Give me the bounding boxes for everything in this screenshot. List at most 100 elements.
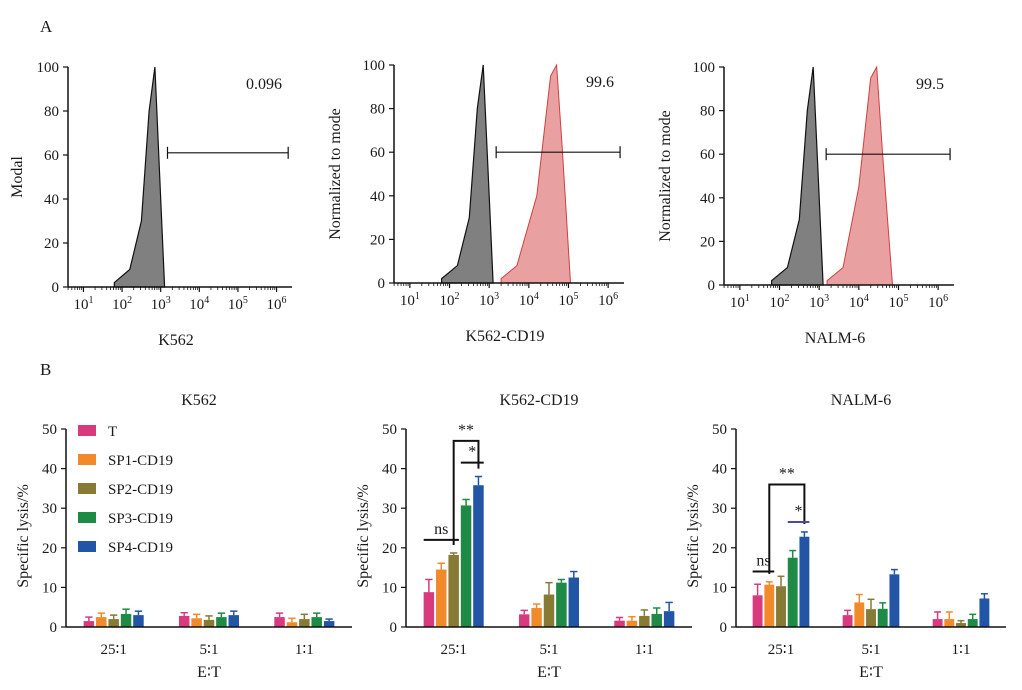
x-tick-label: 5∶1 (540, 642, 559, 658)
significance-bracket (452, 439, 480, 546)
legend-label: SP3-CD19 (108, 511, 173, 527)
y-tick-label: 40 (370, 189, 385, 205)
y-tick-label: 100 (37, 60, 60, 76)
bar-chart-nalm6: 0 10 20 30 40 50 25∶1 5∶1 1∶1 E∶T NALM-6 Specific l… (685, 392, 1006, 681)
legend-label: SP1-CD19 (108, 453, 173, 469)
x-tick-label: 25∶1 (768, 642, 794, 658)
bar-sp1-cd19 (764, 584, 775, 627)
y-tick-label: 0 (708, 278, 716, 294)
histogram-k562: 0 20 40 60 80 100 101 102 103 104 105 106 0.096 K562 M… (9, 60, 292, 349)
bar-sp4-cd19 (473, 485, 484, 627)
bar-sp1-cd19 (944, 619, 955, 627)
y-tick-label: 10 (382, 580, 397, 596)
x-axis-title: E∶T (197, 664, 221, 681)
bar-sp1-cd19 (191, 618, 202, 627)
x-tick-label: 102 (440, 291, 460, 309)
gate-percentage: 0.096 (246, 76, 282, 93)
bar-chart-k562-cd19: 0 10 20 30 40 50 25∶1 5∶1 1∶1 E∶T K562-CD19 Specifi… (355, 392, 692, 681)
x-tick-label: 103 (809, 293, 829, 311)
histogram-series-1 (826, 65, 894, 286)
bar-sp3-cd19 (311, 617, 322, 627)
x-tick-label: 106 (598, 291, 618, 309)
y-tick-label: 30 (382, 501, 397, 517)
x-tick-label: 101 (730, 293, 750, 311)
panel-a-label: A (40, 17, 53, 36)
x-tick-label: 106 (928, 293, 948, 311)
x-tick-label: 5∶1 (200, 642, 219, 658)
x-tick-label: 105 (888, 293, 908, 311)
y-tick-label: 0 (378, 276, 386, 292)
histogram-series-0 (113, 66, 166, 288)
y-tick-label: 30 (42, 501, 57, 517)
bar-sp3-cd19 (967, 619, 978, 627)
y-tick-label: 0 (52, 280, 60, 296)
bar-sp2-cd19 (543, 594, 555, 627)
legend-label: SP4-CD19 (108, 540, 173, 556)
bar-sp1-cd19 (436, 569, 447, 627)
bar-t (932, 619, 943, 627)
significance-label: ** (458, 422, 474, 439)
x-tick-label: 25∶1 (100, 642, 126, 658)
bar-sp2-cd19 (866, 609, 876, 627)
y-tick-label: 80 (700, 104, 715, 120)
panel-b-label: B (40, 360, 51, 379)
x-axis-title: E∶T (537, 664, 561, 681)
histogram-k562-cd19: 0 20 40 60 80 100 101 102 103 104 105 106 99.6 K562-C… (327, 58, 624, 345)
gate-percentage: 99.6 (586, 74, 614, 91)
significance-label: ns (434, 521, 448, 538)
y-tick-label: 30 (712, 501, 727, 517)
bar-sp3-cd19 (216, 617, 227, 627)
y-axis-title: Normalized to mode (327, 108, 344, 240)
x-tick-label: 102 (112, 295, 132, 313)
bar-sp2-cd19 (299, 619, 310, 627)
histogram-series-1 (500, 63, 572, 284)
x-tick-label: 105 (228, 295, 248, 313)
bar-sp1-cd19 (531, 607, 542, 627)
chart-title: K562 (181, 392, 217, 409)
x-tick-label: 101 (400, 291, 420, 309)
y-tick-label: 80 (44, 104, 59, 120)
chart-title: K562-CD19 (499, 392, 578, 409)
bar-sp2-cd19 (776, 586, 786, 627)
x-tick-label: 105 (558, 291, 578, 309)
significance-bracket (768, 483, 806, 574)
y-tick-label: 50 (42, 422, 57, 438)
legend-label: T (108, 424, 117, 440)
y-tick-label: 0 (390, 620, 398, 636)
y-tick-label: 60 (370, 145, 385, 161)
y-tick-label: 40 (382, 462, 397, 478)
bar-sp3-cd19 (651, 613, 662, 627)
y-tick-label: 40 (700, 191, 715, 207)
x-tick-label: 102 (770, 293, 790, 311)
x-tick-label: 106 (267, 295, 287, 313)
y-tick-label: 40 (712, 462, 727, 478)
y-tick-label: 20 (382, 541, 397, 557)
y-tick-label: 10 (712, 580, 727, 596)
gate-percentage: 99.5 (916, 76, 944, 93)
y-tick-label: 40 (42, 462, 57, 478)
y-tick-label: 20 (42, 541, 57, 557)
x-tick-label: 1∶1 (295, 642, 314, 658)
x-tick-label: 104 (189, 295, 209, 313)
y-tick-label: 10 (42, 580, 57, 596)
bar-sp4-cd19 (799, 536, 810, 627)
y-tick-label: 40 (44, 192, 59, 208)
y-axis-title: Specific lysis/% (15, 484, 32, 588)
y-tick-label: 20 (712, 541, 727, 557)
bar-sp2-cd19 (203, 619, 215, 627)
y-tick-label: 50 (712, 422, 727, 438)
significance-label: ns (756, 553, 770, 570)
y-tick-label: 0 (720, 620, 728, 636)
y-tick-label: 60 (44, 148, 59, 164)
bar-sp4-cd19 (323, 621, 335, 627)
bar-sp2-cd19 (956, 623, 966, 627)
bar-sp3-cd19 (787, 557, 798, 627)
bar-t (842, 615, 853, 627)
legend-swatch (78, 541, 96, 552)
y-axis-title: Specific lysis/% (685, 484, 702, 588)
legend-swatch (78, 483, 96, 494)
legend-swatch (78, 512, 96, 523)
x-tick-label: 25∶1 (440, 642, 466, 658)
bar-sp4-cd19 (663, 611, 675, 627)
bar-sp1-cd19 (96, 617, 107, 627)
